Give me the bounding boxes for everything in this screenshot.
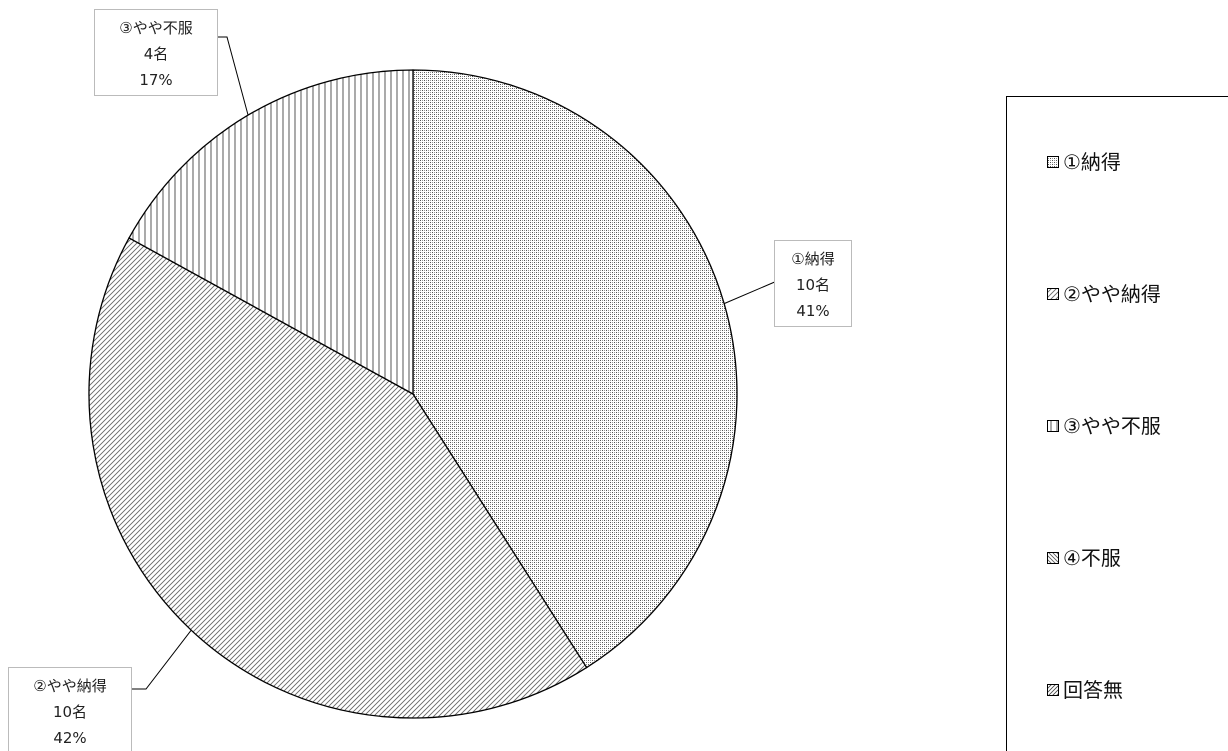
data-label-count-3: 4名 (144, 45, 169, 63)
legend-label-5: 回答無 (1063, 678, 1123, 702)
pie-slices (88, 69, 738, 719)
legend-frame (1006, 96, 1228, 751)
data-label-name-3: ③やや不服 (119, 19, 192, 37)
legend-swatch-4 (1047, 552, 1059, 564)
data-label-percent-2: 42% (53, 729, 86, 747)
legend-label-2: ②やや納得 (1063, 282, 1161, 306)
pie-slice-2 (88, 237, 588, 719)
legend-swatch-2 (1047, 288, 1059, 300)
data-label-percent-1: 41% (796, 302, 829, 320)
data-label-count-1: 10名 (796, 276, 830, 294)
legend-label-3: ③やや不服 (1063, 414, 1161, 438)
data-labels: ①納得 10名 41% ②やや納得 10名 42% ③やや不服 4名 17% (8, 9, 852, 751)
data-label-name-1: ①納得 (791, 250, 834, 268)
data-label-count-2: 10名 (53, 703, 87, 721)
legend-swatch-3 (1047, 420, 1059, 432)
pie-slice-1 (412, 69, 738, 669)
data-label-name-2: ②やや納得 (33, 677, 106, 695)
data-label-box-3 (94, 9, 218, 96)
leader-line-3 (217, 36, 249, 116)
leader-line-2 (131, 629, 192, 690)
legend-label-4: ④不服 (1063, 546, 1121, 570)
data-label-percent-3: 17% (139, 71, 172, 89)
data-label-box-2 (8, 667, 132, 751)
legend-swatch-1 (1047, 156, 1059, 168)
legend-label-1: ①納得 (1063, 150, 1121, 174)
pie-slice-3 (128, 69, 414, 396)
data-label-box-1 (774, 240, 852, 327)
legend-swatch-5 (1047, 684, 1059, 696)
